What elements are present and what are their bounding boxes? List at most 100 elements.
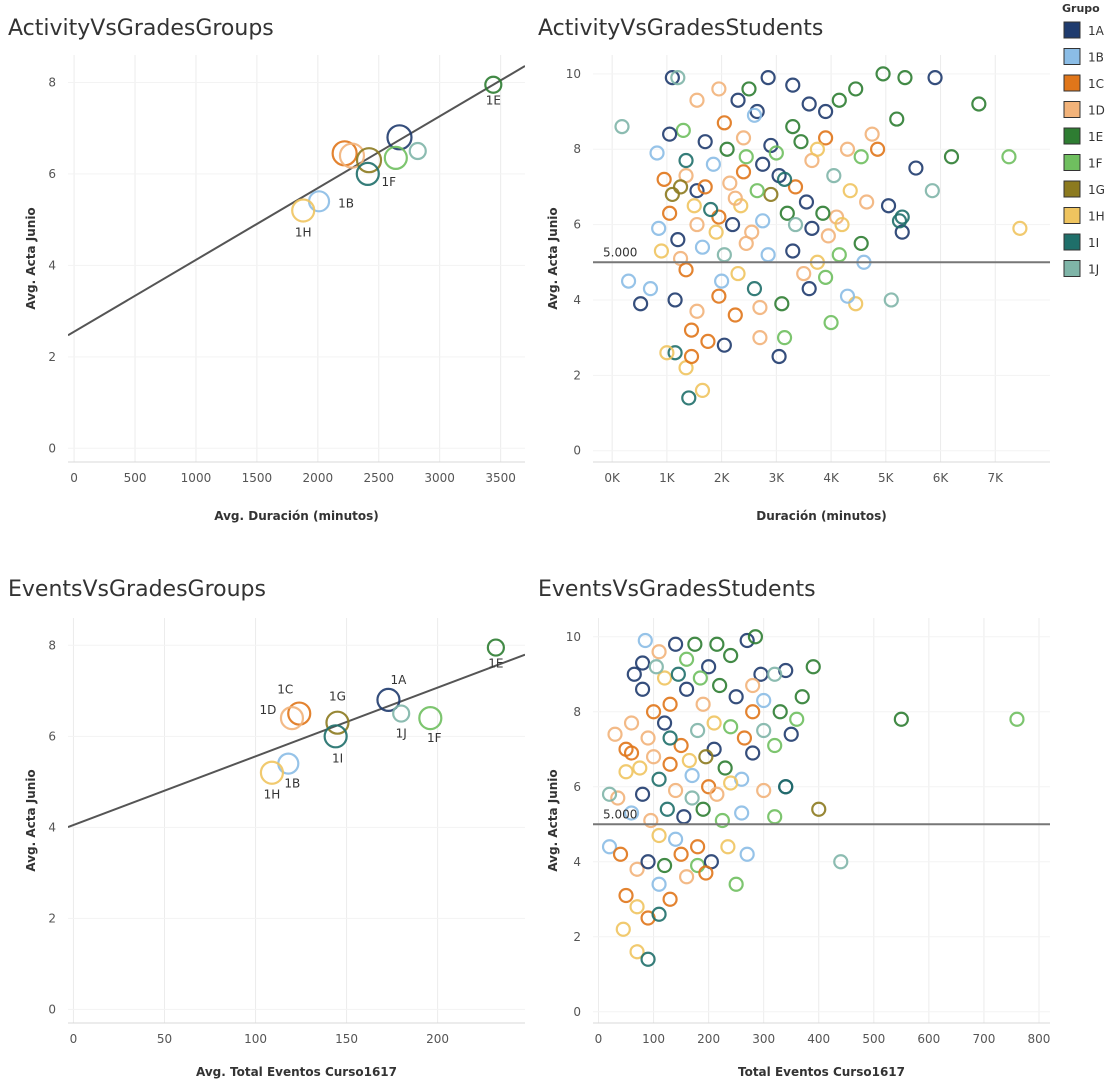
y-tick-label: 2	[573, 368, 581, 382]
point-1d	[651, 644, 667, 660]
activity-groups-panel: ActivityVsGradesGroups 0 500 1000 1500 2000 25…	[8, 16, 525, 523]
point-1g	[672, 179, 689, 195]
point-1d	[689, 216, 705, 233]
legend-swatch	[1063, 207, 1081, 224]
legend-swatch	[1063, 21, 1081, 39]
point-1c	[690, 839, 706, 855]
x-tick-label: 500	[862, 1032, 885, 1046]
y-tick-label: 0	[573, 444, 581, 458]
point-1e	[785, 119, 801, 135]
point-1a	[739, 632, 755, 649]
point-1c	[818, 130, 834, 146]
point-1h	[659, 345, 675, 361]
point-label: 1E	[486, 94, 501, 108]
point-1f	[714, 812, 730, 829]
point-1h	[706, 715, 722, 731]
x-tick-label: 400	[807, 1032, 830, 1046]
point-1e	[747, 629, 764, 645]
x-axis-label: Duración (minutos)	[756, 509, 887, 523]
point-1h	[694, 382, 711, 398]
legend-label: 1G	[1088, 183, 1105, 197]
point-1d	[745, 677, 761, 694]
point-1a	[804, 220, 820, 236]
point-1e	[772, 704, 788, 720]
y-tick-label: 2	[48, 911, 56, 925]
x-axis-label: Avg. Duración (minutos)	[214, 509, 379, 523]
point-1f	[692, 670, 708, 686]
point-1h	[809, 141, 825, 157]
point-1b	[684, 767, 700, 784]
x-tick-label: 0	[595, 1032, 603, 1046]
point-1c	[683, 348, 700, 365]
point-1g	[355, 147, 383, 174]
point-1i	[670, 666, 686, 682]
point-1d	[640, 730, 656, 746]
point-1j	[670, 70, 686, 86]
point-1c	[787, 179, 804, 195]
point-1c	[735, 164, 752, 180]
point-label: 1A	[391, 673, 408, 687]
point-1h	[651, 827, 667, 844]
point-1j	[392, 704, 411, 723]
point-1a	[730, 92, 746, 108]
point-1e	[656, 857, 673, 874]
trend-line	[68, 653, 525, 829]
point-1h	[842, 183, 858, 199]
point-label: 1B	[284, 777, 300, 791]
x-tick-label: 700	[972, 1032, 995, 1046]
point-1f	[675, 122, 691, 138]
point-1b	[705, 156, 722, 172]
point-1d	[607, 726, 623, 742]
point-1h	[1012, 220, 1028, 236]
point-1a	[753, 666, 769, 682]
point-1g	[664, 186, 680, 203]
point-1a	[656, 715, 673, 731]
events-groups-panel: EventsVsGradesGroups 0 50 100 150 200 0 2 4 6 8 Avg…	[8, 577, 525, 1079]
legend-label: 1B	[1088, 51, 1104, 65]
legend-swatch	[1063, 233, 1081, 251]
chart-title: ActivityVsGradesGroups	[8, 16, 274, 41]
point-1f	[823, 314, 839, 331]
y-tick-label: 0	[48, 1002, 56, 1016]
point-1e	[805, 659, 821, 675]
point-1e	[831, 92, 847, 108]
point-1e	[971, 96, 987, 112]
point-1a	[755, 156, 771, 172]
point-1e	[848, 81, 864, 97]
point-label: 1D	[260, 703, 277, 717]
x-axis-label: Avg. Total Eventos Curso1617	[196, 1065, 397, 1079]
point-1h	[723, 775, 739, 791]
point-1c	[662, 891, 678, 907]
legend-swatch	[1063, 48, 1081, 65]
point-1j	[787, 216, 804, 233]
point-1a	[760, 70, 776, 86]
point-1f	[679, 651, 695, 667]
point-label: 1E	[488, 657, 503, 671]
point-1a	[771, 348, 787, 365]
x-tick-label: 200	[697, 1032, 720, 1046]
point-1b	[755, 213, 771, 229]
point-1a	[801, 96, 817, 112]
point-1a	[801, 281, 817, 297]
point-1a	[633, 296, 649, 312]
point-label: 1H	[264, 788, 281, 802]
point-1a	[634, 655, 651, 671]
legend-label: 1H	[1088, 210, 1105, 224]
point-1d	[839, 141, 856, 157]
y-axis-label: Avg. Acta Junio	[24, 769, 38, 871]
point-1j	[883, 292, 899, 308]
point-1d	[643, 812, 659, 829]
point-1a	[745, 745, 761, 761]
legend-label: 1J	[1088, 263, 1099, 277]
point-1e	[741, 81, 757, 97]
x-tick-label: 50	[157, 1032, 172, 1046]
point-1i	[678, 152, 694, 169]
point-1j	[684, 790, 700, 806]
point-1b	[739, 846, 755, 862]
point-1c	[662, 696, 678, 712]
point-1c	[662, 205, 678, 221]
point-1i	[894, 209, 910, 225]
point-1e	[853, 235, 869, 252]
point-1a	[716, 337, 732, 353]
